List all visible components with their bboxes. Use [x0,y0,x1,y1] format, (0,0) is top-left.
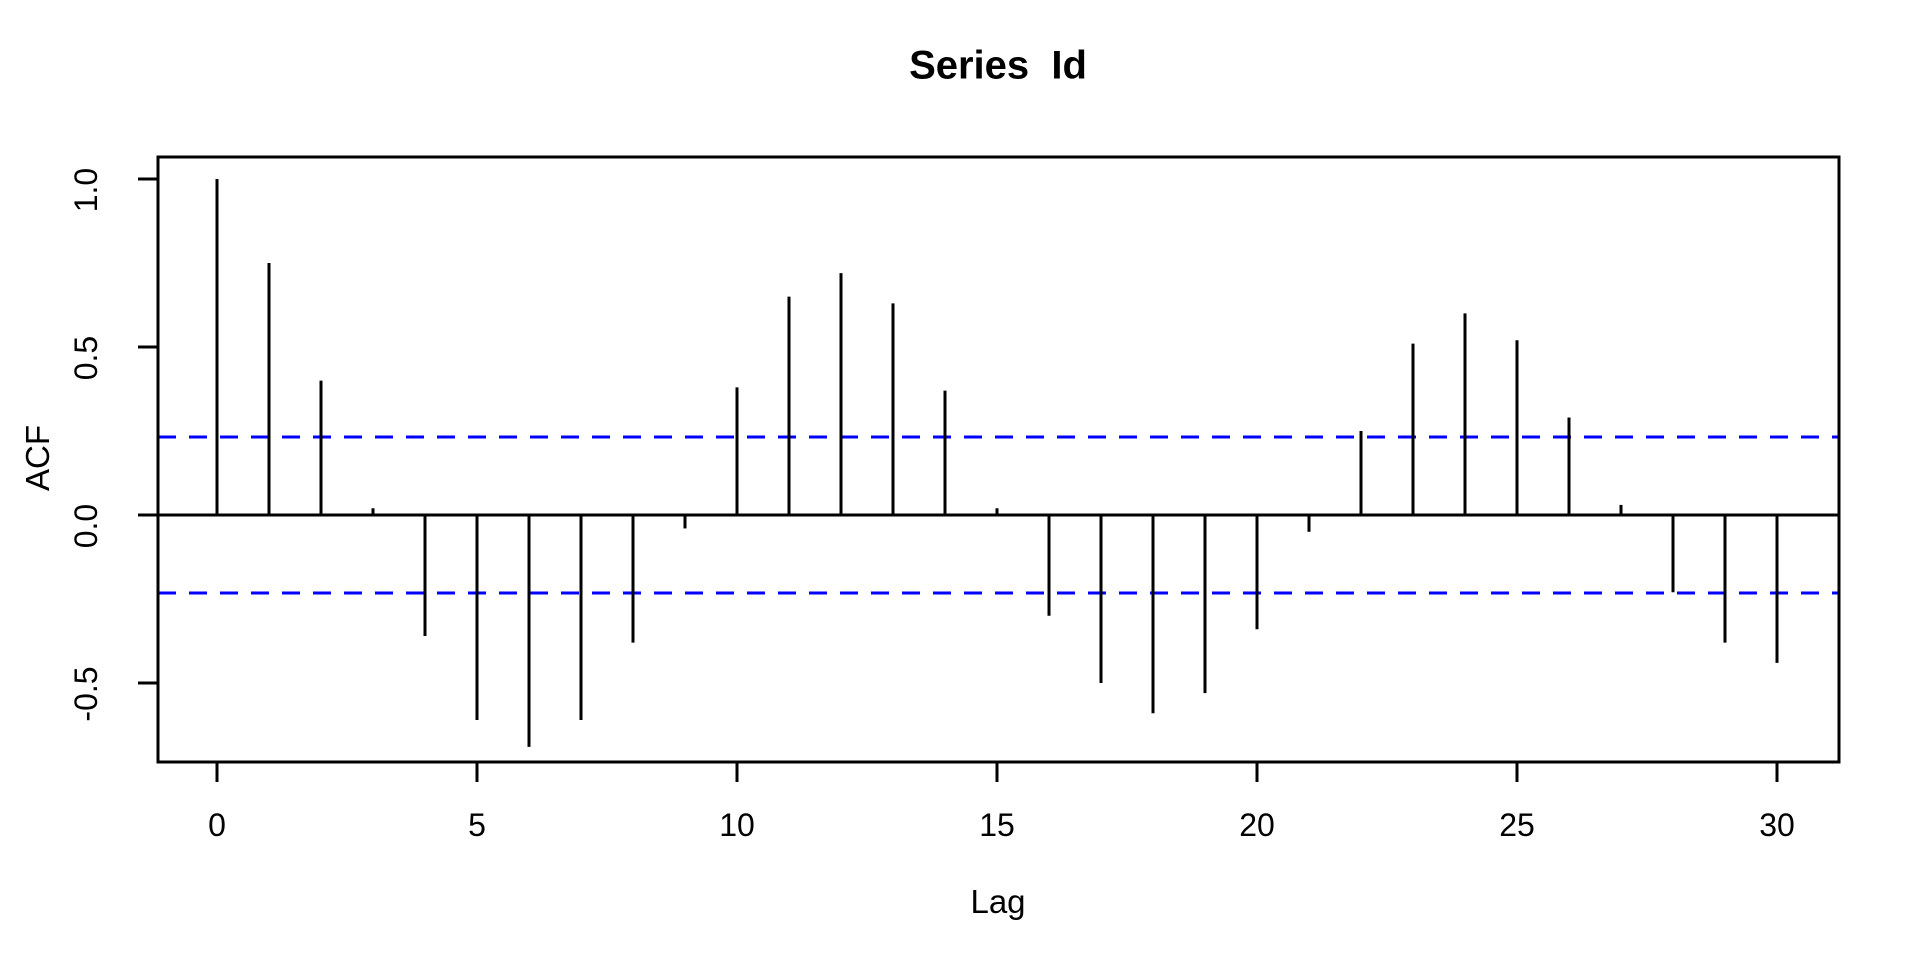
x-axis-title: Lag [970,883,1026,920]
x-axis-tick-label: 0 [208,807,226,843]
plot-border [156,155,1841,764]
x-axis-tick-label: 5 [468,807,486,843]
y-axis-tick-label: 1.0 [68,168,104,212]
x-axis-tick-label: 20 [1239,807,1275,843]
x-axis-tick-label: 15 [979,807,1015,843]
x-axis-tick-label: 30 [1759,807,1795,843]
y-axis-tick-label: -0.5 [68,666,104,721]
y-axis-tick-label: 0.5 [68,336,104,380]
y-axis-tick-label: 0.0 [68,504,104,548]
x-axis-tick-label: 25 [1499,807,1535,843]
chart-title: Series Id [909,43,1087,88]
x-axis-tick-label: 10 [719,807,755,843]
